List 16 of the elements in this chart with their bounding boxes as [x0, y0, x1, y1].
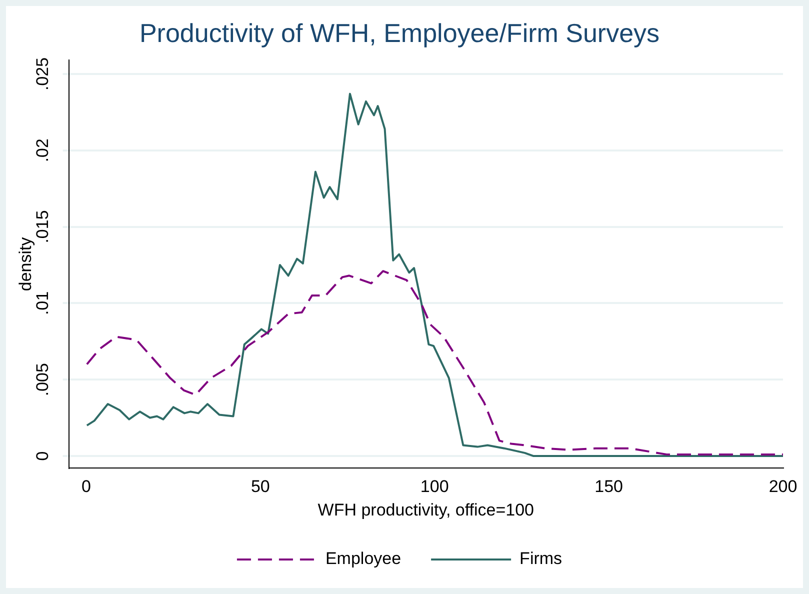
legend-label: Firms [520, 549, 562, 568]
y-tick-label: .025 [32, 57, 52, 90]
y-tick-label: .02 [32, 138, 52, 162]
x-tick-label: 100 [420, 477, 449, 496]
x-tick-label: 0 [81, 477, 91, 496]
y-tick-label: 0 [32, 451, 52, 461]
x-axis-title: WFH productivity, office=100 [318, 500, 534, 520]
x-tick-label: 200 [768, 477, 798, 496]
line-series [86, 270, 783, 456]
x-tick-label: 50 [250, 477, 270, 496]
x-tick-label: 150 [594, 477, 623, 496]
y-tick-label: .005 [32, 363, 52, 396]
chart-title: Productivity of WFH, Employee/Firm Surveys [139, 18, 660, 48]
y-axis-title: density [16, 236, 35, 292]
y-tick-label: .01 [32, 291, 52, 315]
legend-label: Employee [325, 549, 402, 568]
